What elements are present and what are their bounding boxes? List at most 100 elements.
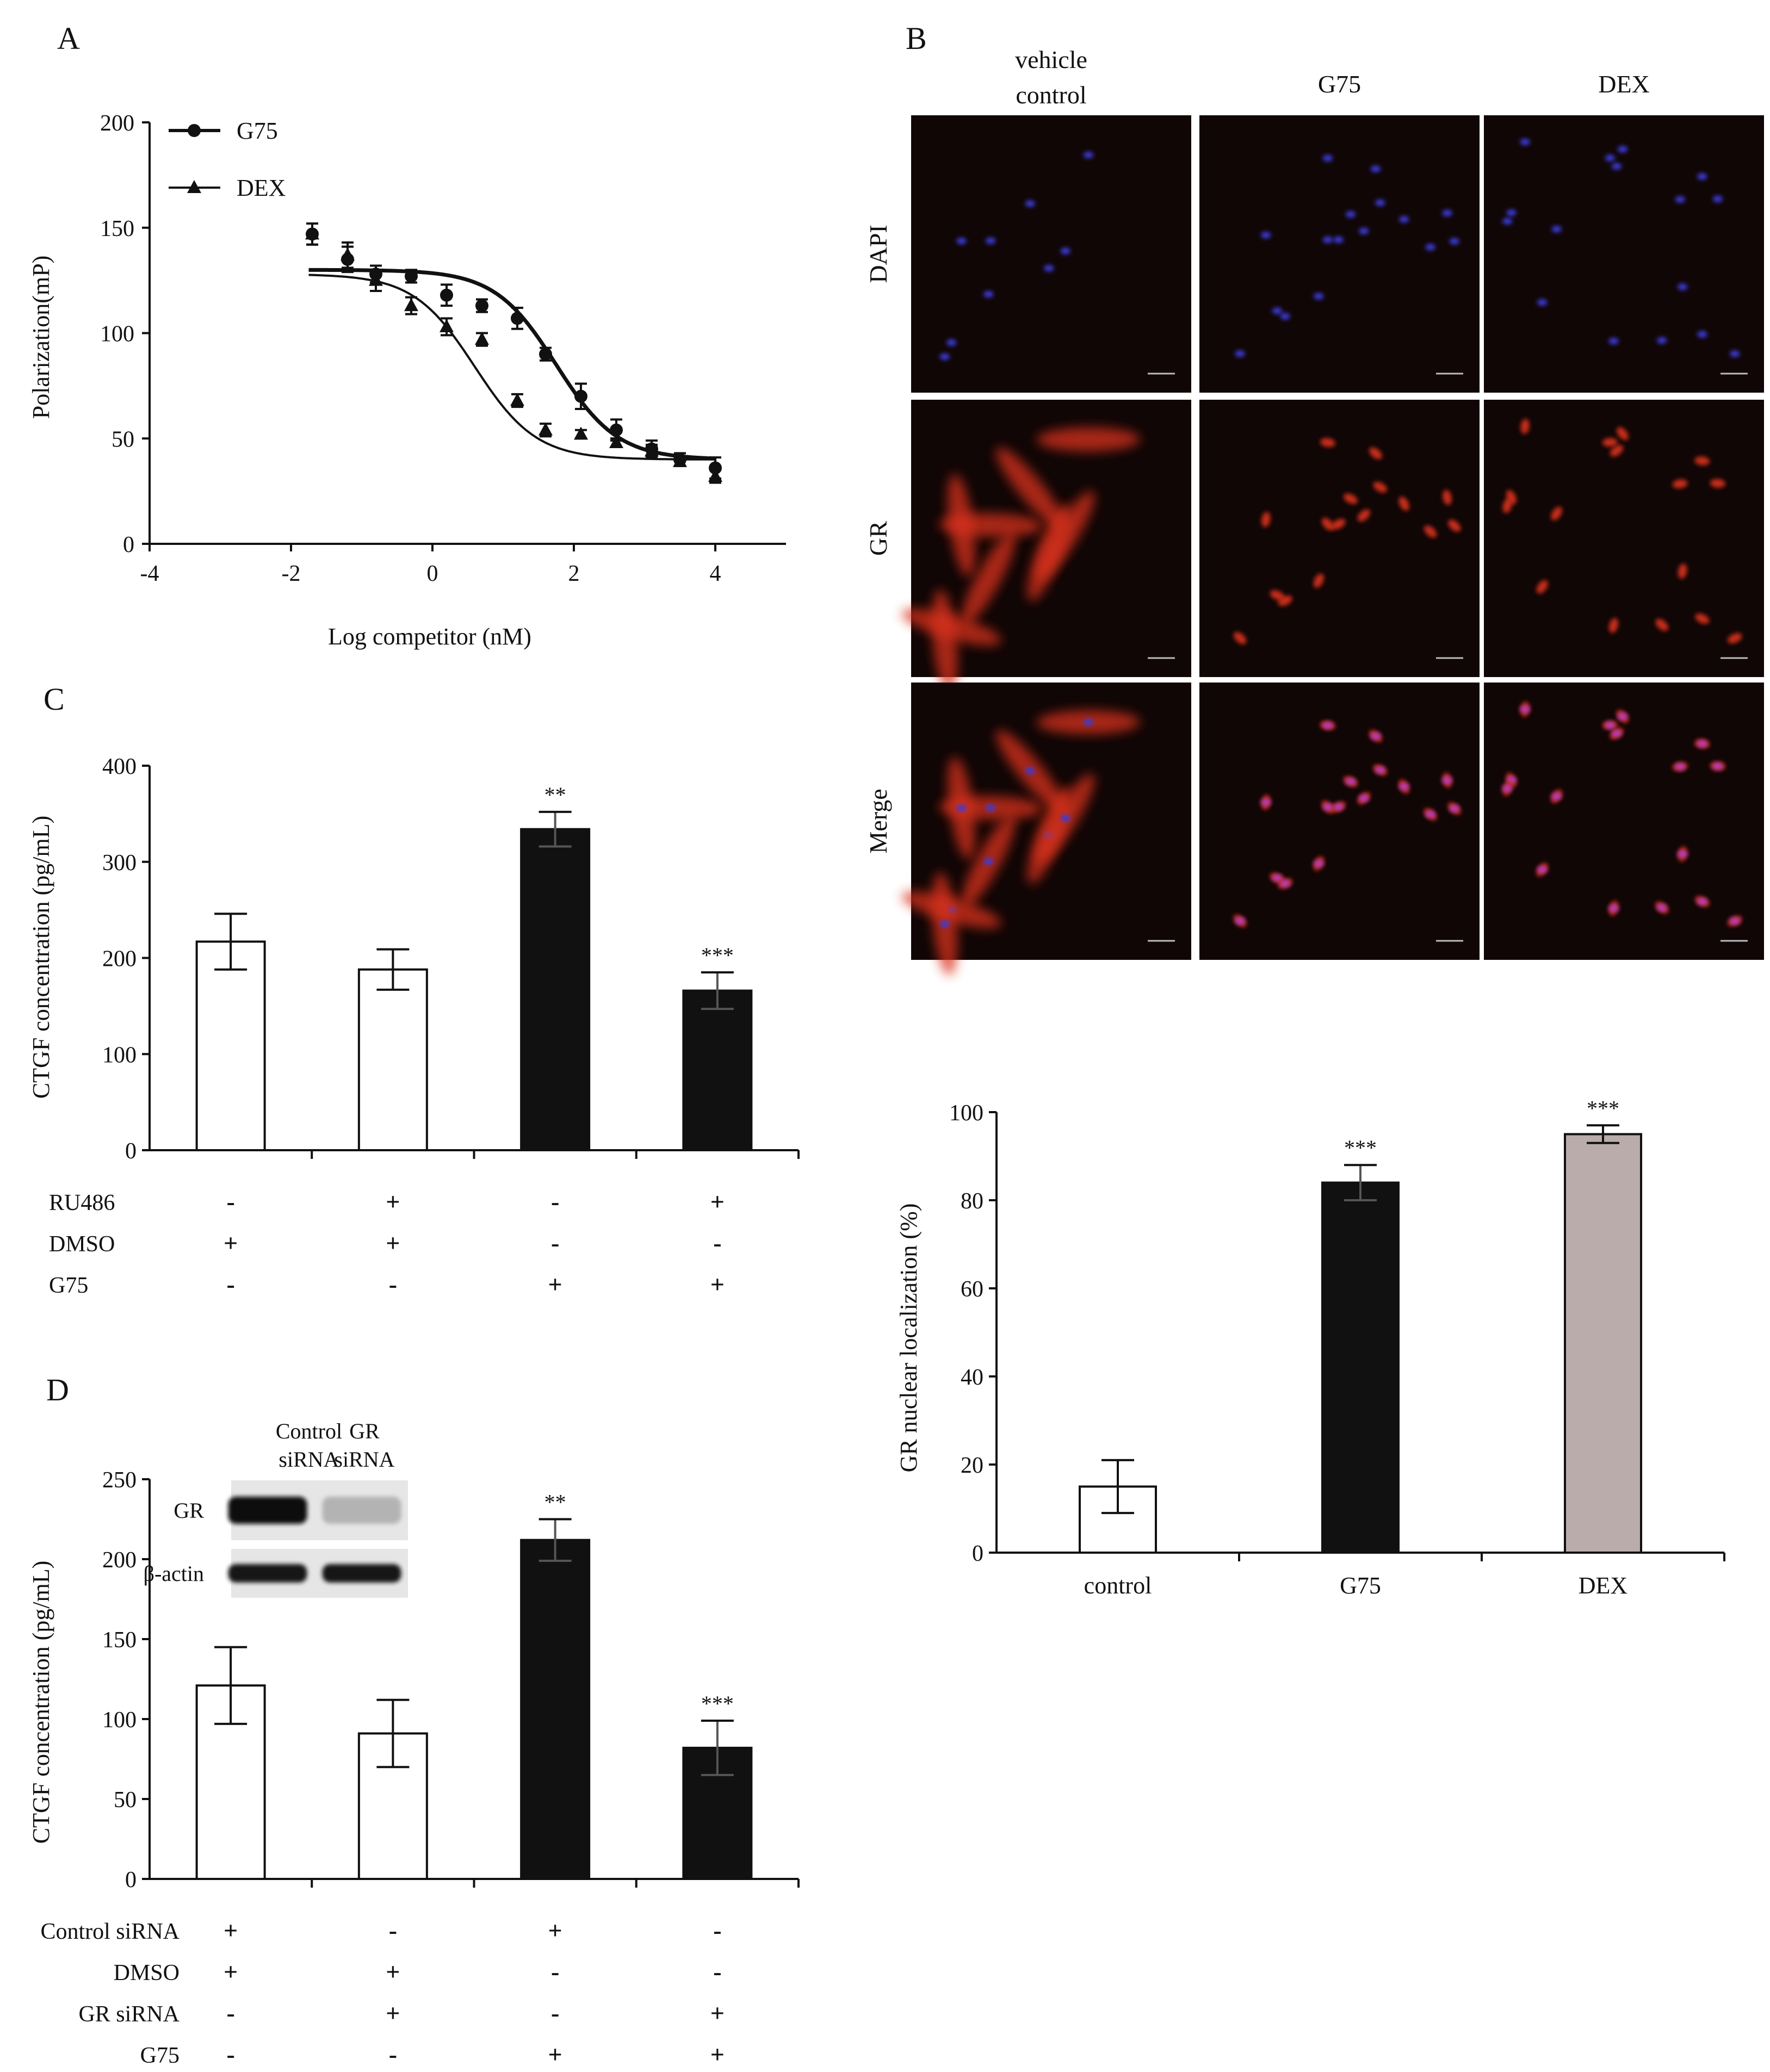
micro-nucleus-merge xyxy=(1520,706,1530,713)
micro-gr-signal xyxy=(1313,573,1324,588)
micro-nucleus xyxy=(1697,331,1707,338)
micro-nucleus xyxy=(1060,247,1070,255)
panel-d-significance: *** xyxy=(701,1691,734,1716)
panel-c-significance: ** xyxy=(544,783,566,807)
panel-a-point-dex xyxy=(341,247,355,261)
panel-a-point-g75 xyxy=(405,269,418,283)
panel-c-condition-sign: + xyxy=(224,1229,238,1257)
panel-c-condition-sign: + xyxy=(710,1188,725,1215)
micro-nucleus xyxy=(1083,151,1093,158)
panel-a-point-dex xyxy=(305,226,319,240)
panel-b-bar-y-tick-label: 20 xyxy=(961,1453,983,1478)
panel-c-condition-sign: + xyxy=(386,1229,400,1257)
micro-panel-gr-2 xyxy=(1484,400,1764,677)
micro-gr-signal xyxy=(1320,438,1335,447)
micro-nucleus-merge xyxy=(1399,783,1409,790)
panel-d-condition-sign: + xyxy=(548,1916,562,1944)
micro-panel-background xyxy=(1199,400,1480,677)
western-blot-band-label: GR xyxy=(174,1498,204,1523)
panel-c-y-tick-label: 0 xyxy=(125,1139,137,1164)
micro-nucleus xyxy=(1551,226,1562,233)
panel-a-x-tick-label: 2 xyxy=(568,561,580,586)
micro-gr-signal xyxy=(1728,633,1742,643)
panel-d-condition-sign: - xyxy=(226,2040,234,2068)
panel-label-b: B xyxy=(906,21,927,56)
micro-gr-signal xyxy=(1321,518,1334,531)
panel-a-x-tick-label: -4 xyxy=(140,561,159,586)
panel-a-fit-curve-g75 xyxy=(308,268,716,461)
panel-d-condition-sign: - xyxy=(389,2040,397,2068)
panel-a-x-label: Log competitor (nM) xyxy=(328,623,531,650)
micro-nucleus-merge xyxy=(1537,866,1548,873)
panel-c-bar xyxy=(195,940,266,1151)
micro-gr-signal xyxy=(1610,445,1624,457)
panel-d-condition-sign: + xyxy=(224,1916,238,1944)
western-blot-band-label: β-actin xyxy=(144,1561,204,1586)
micro-nucleus xyxy=(939,353,950,360)
micro-nucleus xyxy=(1044,265,1054,272)
micro-nucleus xyxy=(1537,299,1548,306)
western-blot-band xyxy=(228,1564,307,1583)
panel-c-y-tick-label: 200 xyxy=(102,947,137,972)
micro-nucleus-merge xyxy=(1697,898,1707,905)
western-blot-band xyxy=(322,1564,401,1583)
panel-c-significance: *** xyxy=(701,943,734,967)
micro-gr-signal xyxy=(1369,447,1382,460)
micro-gr-cytoplasm xyxy=(962,532,1016,625)
micro-nucleus xyxy=(1697,173,1707,180)
panel-c-condition-sign: + xyxy=(548,1270,562,1298)
panel-c-condition-sign: - xyxy=(713,1229,721,1257)
western-blot-lane-label: GR xyxy=(349,1419,380,1443)
micro-nucleus xyxy=(1617,146,1627,153)
micro-nucleus xyxy=(1025,200,1035,207)
micro-nucleus-merge xyxy=(1025,767,1035,774)
micro-nucleus xyxy=(956,238,967,245)
panel-label-c: C xyxy=(44,681,65,717)
panel-b-bar-category-label: G75 xyxy=(1340,1572,1381,1599)
panel-a-point-dex xyxy=(510,393,524,406)
micro-nucleus xyxy=(1612,163,1622,170)
micro-gr-cytoplasm xyxy=(996,447,1065,529)
micro-nucleus-merge xyxy=(1608,905,1619,912)
panel-c-bar-chart: CTGF concentration (pg/mL) 0 100 200 300 400… xyxy=(28,754,800,1298)
micro-gr-signal xyxy=(1710,479,1725,488)
western-blot-lane-label: Control xyxy=(276,1419,342,1443)
micro-gr-signal xyxy=(1655,618,1669,631)
micro-row-label: Merge xyxy=(864,789,892,853)
panel-d-condition-sign: - xyxy=(551,1999,559,2027)
panel-d-y-tick-label: 100 xyxy=(102,1708,137,1733)
panel-a-y-label: Polarization(mP) xyxy=(28,256,54,419)
micro-nucleus xyxy=(1375,199,1385,206)
panel-a-y-tick-label: 50 xyxy=(112,427,134,452)
panel-b-microscopy-grid: vehicle control G75 DEX DAPI GR Merge xyxy=(864,46,1764,976)
micro-panel-dapi-0 xyxy=(911,115,1191,393)
panel-d-condition-label: DMSO xyxy=(114,1961,180,1986)
panel-c-bar xyxy=(682,989,753,1151)
panel-a-binding-curve: 0 50 100 150 200 -4 -2 0 2 4 G75 DEX Log competito… xyxy=(28,111,786,650)
panel-a-point-dex xyxy=(539,422,553,436)
micro-nucleus-merge xyxy=(1551,793,1562,800)
panel-d-condition-sign: - xyxy=(713,1958,721,1986)
micro-gr-signal xyxy=(1448,519,1461,532)
panel-b-bar-chart: GR nuclear localization (%) 0 20 40 60 80 100… xyxy=(895,1096,1725,1599)
panel-d-condition-sign: + xyxy=(710,1999,725,2027)
micro-gr-signal xyxy=(1617,427,1629,441)
micro-nucleus-merge xyxy=(1272,874,1282,882)
micro-nucleus xyxy=(1675,196,1685,203)
micro-gr-signal xyxy=(1520,419,1530,434)
western-blot-lane-label: siRNA xyxy=(334,1447,394,1472)
panel-b-bar-category-label: DEX xyxy=(1579,1572,1627,1599)
panel-c-condition-sign: - xyxy=(389,1270,397,1298)
panel-c-condition-label: RU486 xyxy=(49,1190,115,1215)
panel-b-bar-bar xyxy=(1321,1181,1400,1554)
micro-nucleus-merge xyxy=(986,804,996,811)
panel-a-y-tick-label: 0 xyxy=(123,532,134,557)
micro-nucleus-merge xyxy=(1425,811,1435,818)
panel-a-point-dex xyxy=(574,426,588,440)
micro-nucleus xyxy=(1449,238,1459,245)
micro-nucleus xyxy=(1502,218,1513,225)
micro-gr-signal xyxy=(1502,498,1512,513)
micro-gr-signal xyxy=(1278,595,1292,606)
micro-nucleus xyxy=(1272,307,1282,314)
